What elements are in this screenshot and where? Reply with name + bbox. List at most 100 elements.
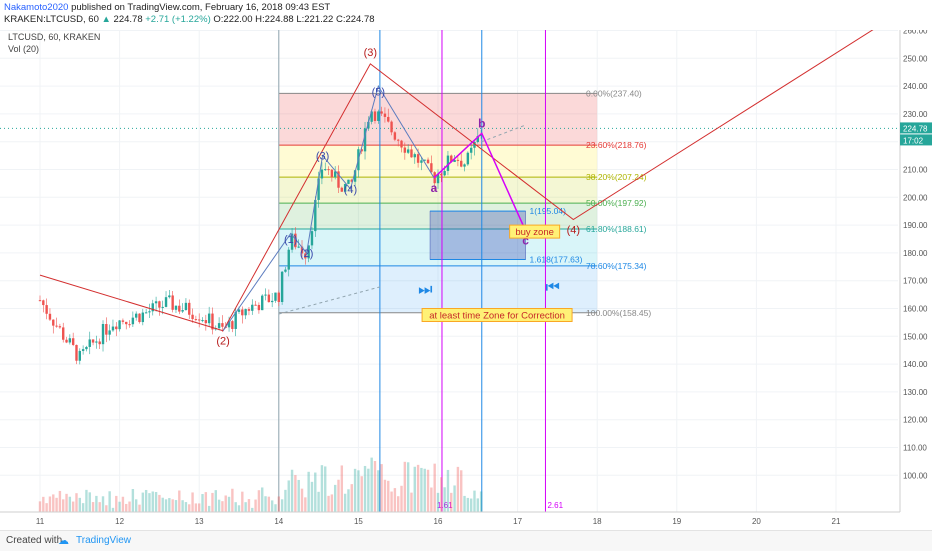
footer-bar: Created with ☁ TradingView: [0, 530, 932, 551]
fib-zone: [278, 265, 598, 313]
price-tick-label: 190.00: [903, 221, 928, 230]
volume-bar: [370, 457, 373, 512]
candle-body: [274, 292, 277, 301]
candle-body: [426, 159, 430, 164]
created-with-label: Created with: [6, 535, 63, 546]
extension-label: 1(195.04): [530, 206, 567, 216]
candle-body: [141, 312, 145, 323]
fib-level-label: 38.20%(207.24): [586, 172, 647, 182]
forward-arrow-icon: ⏭: [418, 282, 432, 299]
candle-body: [55, 325, 58, 327]
volume-bar: [58, 490, 62, 512]
candle-body: [416, 154, 420, 163]
elliott-major-label: (2): [216, 336, 229, 348]
volume-bar: [68, 496, 72, 512]
time-axis[interactable]: 11 12 13 14 15 16 17 18 19 20 21: [0, 511, 900, 526]
open-value: O:222.00: [213, 14, 253, 25]
candle-body: [453, 159, 456, 163]
volume-bar: [460, 470, 463, 512]
time-tick-label: 21: [832, 517, 841, 526]
volume-bar: [469, 498, 473, 512]
candle-body: [65, 339, 68, 343]
price-axis[interactable]: 260.00250.00240.00230.00220.00210.00200.…: [899, 30, 932, 530]
volume-bar: [330, 494, 334, 512]
candle-body: [174, 305, 178, 310]
volume-bar: [174, 500, 178, 512]
volume-bar: [134, 499, 138, 512]
candle-body: [234, 311, 237, 329]
candle-body: [460, 160, 463, 167]
candle-body: [95, 341, 98, 343]
time-tick-label: 19: [672, 517, 681, 526]
candle-body: [254, 304, 257, 306]
candle-body: [184, 302, 188, 311]
abc-label: b: [478, 116, 485, 130]
volume-bar: [115, 495, 118, 512]
volume-bar: [144, 489, 148, 512]
candle-body: [370, 111, 373, 122]
candle-body: [134, 313, 138, 318]
volume-bar: [211, 492, 214, 512]
volume-bar: [397, 496, 400, 512]
time-tick-label: 15: [354, 517, 363, 526]
volume-bar: [201, 494, 204, 512]
volume-bar: [443, 487, 446, 512]
candle-body: [320, 169, 324, 179]
candle-body: [469, 147, 473, 153]
volume-bar: [184, 502, 188, 512]
volume-bar: [300, 488, 304, 512]
volume-bar: [383, 479, 387, 512]
candle-body: [327, 169, 330, 171]
time-tick-label: 13: [195, 517, 204, 526]
candle-body: [353, 170, 357, 182]
candle-body: [280, 271, 284, 302]
legend-symbol: LTCUSD, 60, KRAKEN: [8, 32, 100, 42]
author-link[interactable]: Nakamoto2020: [4, 2, 69, 13]
volume-bar: [390, 491, 393, 512]
tradingview-brand[interactable]: TradingView: [76, 535, 132, 546]
candle-body: [198, 319, 201, 321]
candle-body: [390, 121, 393, 133]
candle-body: [284, 269, 287, 272]
volume-bar: [274, 504, 277, 512]
volume-bar: [333, 484, 337, 512]
symbol-label: KRAKEN:LTCUSD, 60: [4, 14, 99, 25]
volume-bar: [52, 494, 55, 512]
volume-bar: [440, 477, 443, 512]
price-tick-label: 210.00: [903, 166, 928, 175]
candle-body: [367, 121, 370, 129]
volume-bar: [191, 492, 194, 512]
fib-level-label: 23.60%(218.76): [586, 140, 647, 150]
low-value: L:221.22: [296, 14, 334, 25]
volume-bar: [340, 465, 344, 512]
price-tick-label: 110.00: [903, 444, 927, 453]
volume-bar: [178, 490, 181, 512]
candle-body: [75, 344, 78, 361]
volume-bar: [416, 464, 420, 512]
volume-bar: [393, 488, 397, 512]
volume-bar: [158, 494, 161, 512]
volume-bar: [327, 495, 330, 512]
volume-bar: [227, 496, 231, 512]
volume-bar: [406, 462, 410, 512]
volume-bar: [125, 503, 128, 512]
candle-body: [251, 304, 254, 311]
elliott-minor-label: (4): [344, 184, 357, 196]
volume-bar: [151, 491, 154, 512]
elliott-minor-label: (2): [300, 248, 313, 260]
time-tick-label: 14: [274, 517, 283, 526]
price-tick-label: 170.00: [903, 277, 928, 286]
candle-body: [171, 295, 174, 310]
volume-bar: [350, 484, 353, 512]
candle-body: [188, 302, 191, 315]
volume-bar: [231, 488, 234, 512]
price-tick-label: 140.00: [903, 360, 928, 369]
candle-body: [294, 233, 297, 248]
volume-bar: [463, 495, 466, 512]
volume-bar: [78, 497, 81, 512]
volume-bar: [221, 501, 224, 512]
price-chart[interactable]: 0.00%(237.40) 23.60%(218.76) 38.20%(207.24…: [0, 30, 932, 530]
candle-body: [466, 152, 470, 165]
price-tick-label: 250.00: [903, 54, 928, 63]
volume-bar: [95, 495, 98, 512]
